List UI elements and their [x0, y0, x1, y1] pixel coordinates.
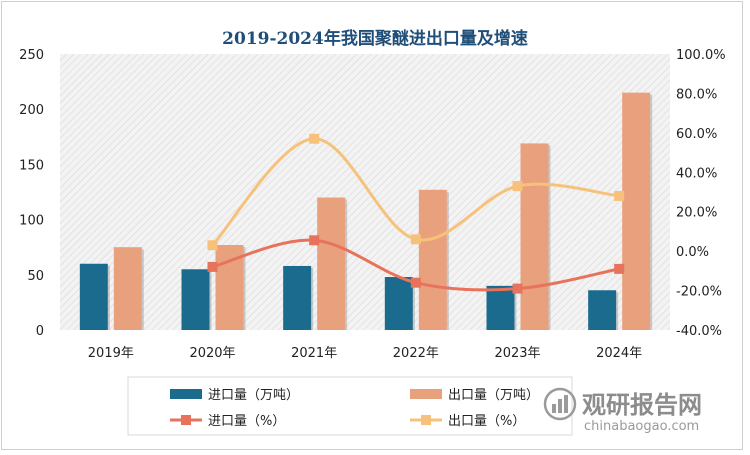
- x-axis: 2019年 2020年 2021年 2022年 2023年 2024年: [88, 346, 642, 361]
- export-growth-point: [512, 181, 523, 192]
- x-category-label: 2024年: [596, 346, 642, 361]
- watermark-text-cn: 观研报告网: [582, 391, 702, 419]
- legend-import-volume-label: 进口量（万吨）: [208, 388, 299, 403]
- bar-shadow: [141, 249, 144, 330]
- legend: 进口量（万吨） 出口量（万吨） 进口量（%） 出口量（%）: [127, 376, 573, 436]
- y-left-tick-label: 0: [36, 324, 44, 339]
- y-right-tick-label: -40.0%: [676, 324, 722, 339]
- y-right-tick-label: 100.0%: [676, 48, 726, 63]
- bar-shadow: [446, 191, 449, 330]
- bar-shadow: [412, 279, 415, 330]
- export-volume-bar: [113, 247, 142, 330]
- y-axis-left: 0 50 100 150 200 250: [19, 48, 44, 339]
- bar-shadow: [345, 199, 348, 330]
- y-left-tick-label: 50: [27, 269, 44, 284]
- legend-export-growth-label: 出口量（%）: [448, 414, 525, 429]
- chart-border: [1, 1, 743, 450]
- y-right-tick-label: 40.0%: [676, 166, 717, 181]
- y-right-tick-label: 20.0%: [676, 206, 717, 221]
- bar-shadow: [514, 287, 517, 330]
- y-left-tick-label: 100: [19, 214, 44, 229]
- export-growth-point: [309, 133, 320, 144]
- export-volume-bar: [215, 244, 244, 330]
- legend-import-growth-label: 进口量（%）: [208, 414, 285, 429]
- legend-import-volume-swatch: [170, 389, 202, 399]
- import-growth-point: [512, 283, 523, 294]
- import-volume-bar: [384, 277, 413, 330]
- y-left-tick-label: 250: [19, 48, 44, 63]
- y-right-tick-label: -20.0%: [676, 285, 722, 300]
- import-growth-point: [614, 263, 625, 274]
- plot-area: [60, 54, 670, 330]
- x-category-label: 2023年: [494, 346, 540, 361]
- chart-bars-logo-icon: [543, 387, 577, 421]
- bar-shadow: [209, 271, 212, 330]
- import-volume-bar: [486, 285, 515, 330]
- x-category-label: 2021年: [291, 346, 337, 361]
- y-right-tick-label: 60.0%: [676, 127, 717, 142]
- watermark: 观研报告网 chinabaogao.com: [543, 387, 702, 434]
- chart-title: 2019-2024年我国聚醚进出口量及增速: [222, 28, 528, 49]
- watermark-text-en: chinabaogao.com: [584, 419, 699, 434]
- import-growth-point: [207, 261, 218, 272]
- import-volume-bar: [283, 265, 312, 330]
- legend-import-growth-marker-swatch: [181, 415, 191, 425]
- y-right-tick-label: 80.0%: [676, 87, 717, 102]
- bar-shadow: [548, 145, 551, 330]
- x-category-label: 2022年: [393, 346, 439, 361]
- export-volume-bar: [317, 197, 346, 330]
- bar-shadow: [311, 267, 314, 330]
- import-growth-point: [410, 277, 421, 288]
- export-growth-point: [614, 190, 625, 201]
- x-category-label: 2020年: [189, 346, 235, 361]
- legend-export-growth-marker-swatch: [421, 415, 431, 425]
- import-growth-point: [309, 235, 320, 246]
- export-volume-bar: [622, 92, 651, 330]
- import-volume-bar: [588, 290, 617, 330]
- bar-series: [79, 92, 653, 330]
- export-volume-bar: [520, 143, 549, 330]
- bar-shadow: [107, 265, 110, 330]
- bar-shadow: [243, 246, 246, 330]
- y-left-tick-label: 200: [19, 103, 44, 118]
- x-category-label: 2019年: [88, 346, 134, 361]
- bar-shadow: [650, 94, 653, 330]
- import-volume-bar: [181, 269, 210, 330]
- y-axis-right: -40.0% -20.0% 0.0% 20.0% 40.0% 60.0% 80.0% 100.…: [676, 48, 726, 339]
- export-volume-bar: [418, 189, 447, 330]
- line-series: [207, 133, 625, 294]
- legend-box: [127, 376, 573, 436]
- y-right-tick-label: 0.0%: [676, 245, 709, 260]
- export-growth-point: [207, 240, 218, 251]
- legend-export-volume-label: 出口量（万吨）: [448, 388, 539, 403]
- import-volume-bar: [79, 263, 108, 330]
- export-growth-point: [410, 234, 421, 245]
- y-left-tick-label: 150: [19, 158, 44, 173]
- legend-export-volume-swatch: [410, 389, 442, 399]
- bar-shadow: [616, 292, 619, 330]
